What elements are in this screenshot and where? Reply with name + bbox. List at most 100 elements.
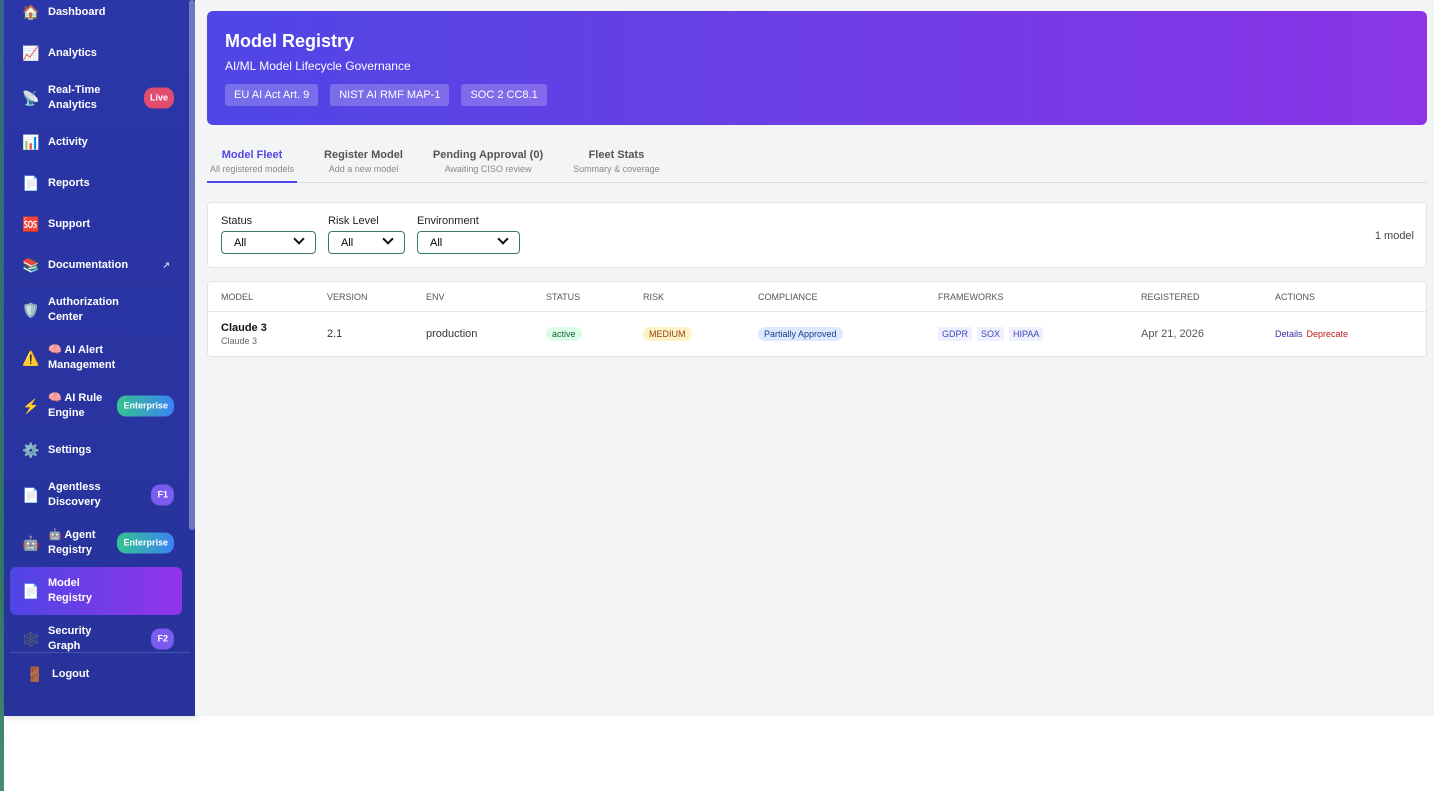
tabs: Model Fleet All registered models Register… <box>207 147 1427 183</box>
nav-icon: 🛡️ <box>22 301 40 318</box>
framework-tag: HIPAA <box>1009 327 1044 341</box>
nav-item[interactable]: 📊 Activity <box>10 122 182 163</box>
filter-label: Status <box>221 215 253 227</box>
nav-item[interactable]: 📄 Model Registry <box>10 567 182 615</box>
nav-label: Agentless Discovery <box>48 481 101 508</box>
select[interactable]: All <box>417 231 520 254</box>
nav-item[interactable]: ⚙️ Settings <box>10 430 182 471</box>
tab-label: Model Fleet <box>221 149 283 161</box>
tab-label: Register Model <box>324 149 403 161</box>
nav-icon: ⚡ <box>22 397 40 414</box>
select[interactable]: All <box>221 231 316 254</box>
frameworks-cell: GDPR SOX HIPAA <box>938 327 1141 341</box>
nav-item[interactable]: 📈 Analytics <box>10 33 182 74</box>
action-link[interactable]: Deprecate <box>1306 329 1349 339</box>
nav-item[interactable]: 🤖 🤖 Agent Registry Enterprise <box>10 519 182 567</box>
nav-icon: 📄 <box>22 582 40 599</box>
tab[interactable]: Register Model Add a new model <box>321 147 406 183</box>
nav-icon: 📊 <box>22 134 40 150</box>
filter: Environment All <box>417 215 520 255</box>
main: Model Registry AI/ML Model Lifecycle Gov… <box>195 0 1434 716</box>
nav-icon: 🤖 <box>22 534 40 551</box>
column-header: VERSION <box>327 291 368 302</box>
risk-pill: MEDIUM <box>643 327 692 341</box>
table-header: MODEL VERSION ENV STATUS RISK COMPLIANCE FRAME… <box>208 282 1426 312</box>
compliance-badge: NIST AI RMF MAP-1 <box>330 84 450 106</box>
logout-area: 🚪 Logout <box>10 652 190 684</box>
nav-label: Support <box>48 218 91 230</box>
nav-item[interactable]: ⚡ 🧠 AI Rule Engine Enterprise <box>10 382 182 430</box>
model-count: 1 model <box>1374 230 1414 242</box>
nav-label: Real-Time Analytics <box>48 84 101 111</box>
nav-icon: 📄 <box>22 175 40 191</box>
sidebar: 🏠 Dashboard 📈 Analytics 📡 Real-Time Analytics… <box>4 0 195 716</box>
nav-icon: 📄 <box>22 486 40 503</box>
registered: Apr 21, 2026 <box>1141 328 1204 340</box>
nav-item[interactable]: 🕸️ Security Graph F2 <box>10 615 182 663</box>
tab-sub: All registered models <box>210 164 295 174</box>
nav-label: 🤖 Agent Registry <box>48 529 96 556</box>
tab-sub: Awaiting CISO review <box>444 164 532 174</box>
nav-item[interactable]: 📚 Documentation ↗ <box>10 245 182 286</box>
nav-badge: Live <box>143 87 174 109</box>
status-cell: active <box>546 327 643 341</box>
nav-icon: 🕸️ <box>22 630 40 647</box>
nav-icon: ⚙️ <box>22 442 40 458</box>
filter: Status All <box>221 215 316 255</box>
compliance-pill: Partially Approved <box>758 327 843 341</box>
tab-label: Fleet Stats <box>588 149 645 161</box>
nav-badge: Enterprise <box>117 395 174 417</box>
nav-label: Activity <box>48 136 88 148</box>
badges: EU AI Act Art. 9 NIST AI RMF MAP-1 SOC 2 C… <box>225 84 1409 106</box>
nav-icon: 📈 <box>22 45 40 61</box>
model-name: Claude 3 <box>221 322 267 334</box>
table: MODEL VERSION ENV STATUS RISK COMPLIANCE FRAME… <box>207 281 1427 357</box>
nav-item[interactable]: 📡 Real-Time Analytics Live <box>10 74 182 122</box>
nav-icon: 🆘 <box>22 216 40 232</box>
logout[interactable]: 🚪 Logout <box>10 664 190 684</box>
column-header: COMPLIANCE <box>758 291 818 302</box>
select-value: All <box>341 237 354 249</box>
nav-item[interactable]: ⚠️ 🧠 AI Alert Management <box>10 334 182 382</box>
nav-icon: 🏠 <box>22 4 40 20</box>
table-row: Claude 3 Claude 3 2.1 production active MEDIU… <box>208 312 1426 356</box>
version: 2.1 <box>327 328 343 340</box>
select-value: All <box>234 237 247 249</box>
model-sub: Claude 3 <box>221 336 258 346</box>
nav-label: Security Graph <box>48 625 92 652</box>
tab[interactable]: Model Fleet All registered models <box>207 147 298 183</box>
nav-item[interactable]: 🛡️ Authorization Center <box>10 286 182 334</box>
nav-icon: ⚠️ <box>22 349 40 366</box>
nav-item[interactable]: 🆘 Support <box>10 204 182 245</box>
desktop-edge <box>0 0 4 791</box>
tab[interactable]: Fleet Stats Summary & coverage <box>570 147 663 183</box>
external-icon: ↗ <box>162 260 170 270</box>
env: production <box>426 328 478 340</box>
nav-item[interactable]: 🏠 Dashboard <box>10 0 182 33</box>
tab-sub: Summary & coverage <box>573 164 660 174</box>
nav-icon: 📡 <box>22 89 40 106</box>
status-pill: active <box>546 327 582 341</box>
nav-icon: 📚 <box>22 257 40 273</box>
column-header: REGISTERED <box>1141 291 1200 302</box>
nav-label: Reports <box>48 177 90 189</box>
nav-label: Settings <box>48 444 92 456</box>
column-header: RISK <box>643 291 665 302</box>
subtitle: AI/ML Model Lifecycle Governance <box>225 59 411 73</box>
framework-tag: GDPR <box>938 327 973 341</box>
nav-item[interactable]: 📄 Reports <box>10 163 182 204</box>
compliance-cell: Partially Approved <box>758 327 938 341</box>
select[interactable]: All <box>328 231 405 254</box>
nav-label: Documentation <box>48 259 129 271</box>
compliance-badge: SOC 2 CC8.1 <box>461 84 547 106</box>
nav-badge: Enterprise <box>117 532 174 554</box>
filter-label: Risk Level <box>328 215 379 227</box>
nav-label: Model Registry <box>48 577 93 604</box>
compliance-badge: EU AI Act Art. 9 <box>225 84 319 106</box>
action-link[interactable]: Details <box>1275 329 1303 339</box>
framework-tag: SOX <box>977 327 1005 341</box>
tab-label: Pending Approval (0) <box>432 149 544 161</box>
column-header: FRAMEWORKS <box>938 291 1004 302</box>
nav-item[interactable]: 📄 Agentless Discovery F1 <box>10 471 182 519</box>
tab[interactable]: Pending Approval (0) Awaiting CISO review <box>430 147 546 183</box>
